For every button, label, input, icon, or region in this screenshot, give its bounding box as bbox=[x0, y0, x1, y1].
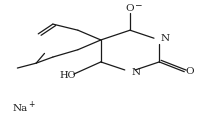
Text: N: N bbox=[161, 34, 170, 43]
Text: Na: Na bbox=[13, 104, 28, 113]
Text: O: O bbox=[186, 67, 194, 76]
Text: O: O bbox=[126, 4, 134, 13]
Text: HO: HO bbox=[60, 71, 76, 80]
Text: −: − bbox=[134, 0, 142, 9]
Text: N: N bbox=[132, 68, 141, 77]
Text: +: + bbox=[28, 100, 35, 109]
